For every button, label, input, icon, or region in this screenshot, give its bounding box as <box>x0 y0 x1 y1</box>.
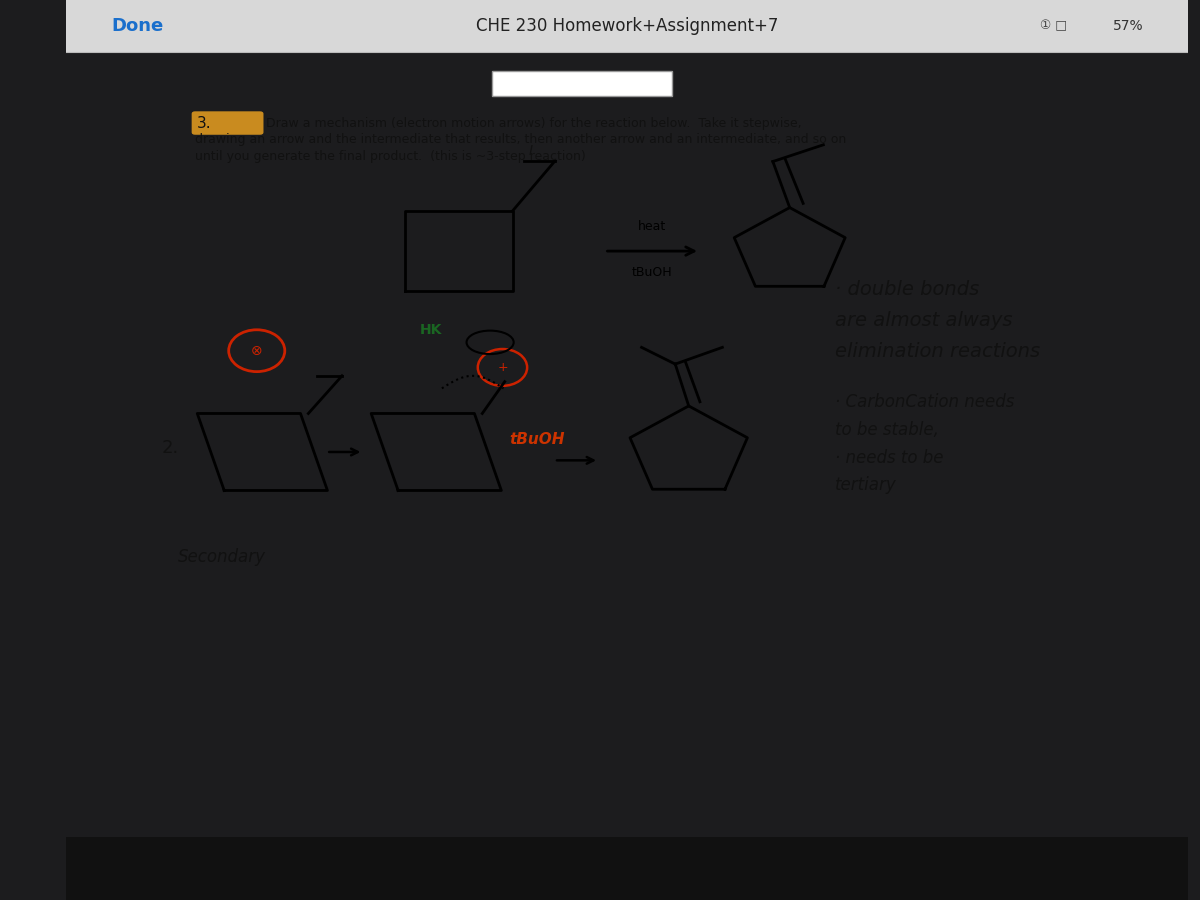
Text: HK: HK <box>420 323 442 337</box>
Text: · CarbonCation needs: · CarbonCation needs <box>834 393 1014 411</box>
Text: +: + <box>497 361 508 374</box>
Text: 3.: 3. <box>197 115 212 130</box>
Bar <box>492 71 672 96</box>
Text: are almost always: are almost always <box>834 311 1012 330</box>
Text: Draw a mechanism (electron motion arrows) for the reaction below.  Take it stepw: Draw a mechanism (electron motion arrows… <box>265 116 802 130</box>
Text: · double bonds: · double bonds <box>834 281 979 300</box>
Text: · needs to be: · needs to be <box>834 448 943 466</box>
Text: Secondary: Secondary <box>178 548 266 566</box>
Text: tertiary: tertiary <box>834 476 896 494</box>
Text: Done: Done <box>110 17 163 35</box>
Text: 57%: 57% <box>1112 19 1144 33</box>
Bar <box>66 837 1188 900</box>
Text: ⊗: ⊗ <box>251 344 263 357</box>
Text: to be stable,: to be stable, <box>834 421 938 439</box>
Text: elimination reactions: elimination reactions <box>834 342 1039 361</box>
FancyBboxPatch shape <box>192 112 264 135</box>
Text: I: I <box>528 144 533 158</box>
Text: 2.: 2. <box>161 439 179 457</box>
Text: CHE 230 Homework+Assignment+7: CHE 230 Homework+Assignment+7 <box>476 17 778 35</box>
Text: ① □: ① □ <box>1040 20 1067 32</box>
Bar <box>66 0 1188 52</box>
Text: until you generate the final product.  (this is ~3-step reaction): until you generate the final product. (t… <box>196 150 586 163</box>
Text: drawing an arrow and the intermediate that results, then another arrow and an in: drawing an arrow and the intermediate th… <box>196 133 846 147</box>
Text: tBuOH: tBuOH <box>509 432 565 447</box>
Text: tBuOH: tBuOH <box>632 266 672 279</box>
Text: heat: heat <box>638 220 666 233</box>
